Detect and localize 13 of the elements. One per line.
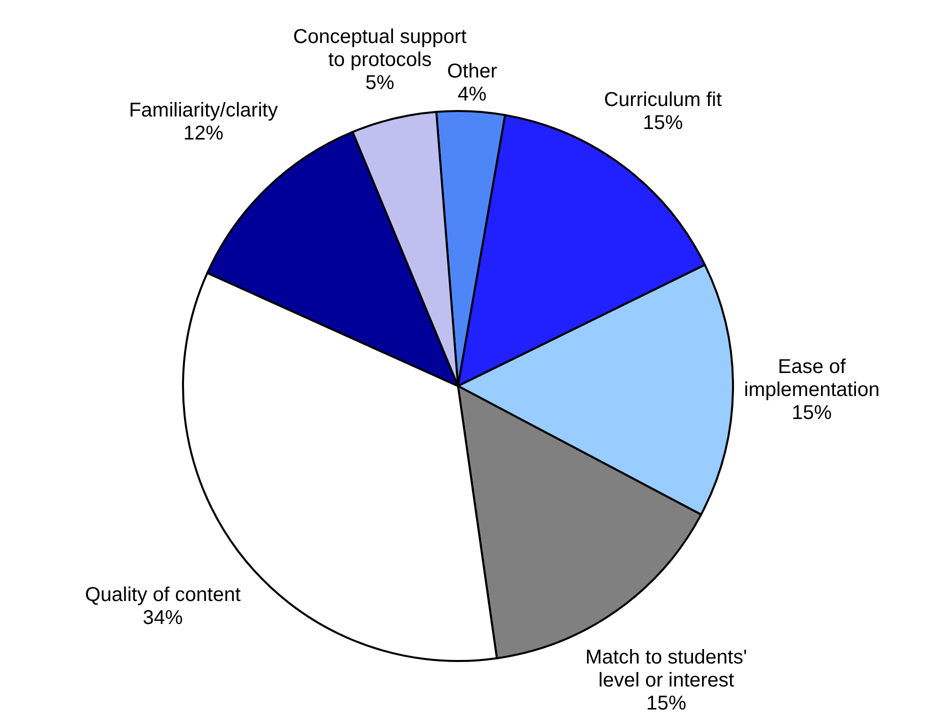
slice-label: Ease of implementation xyxy=(744,356,880,401)
data-label: 4% xyxy=(458,83,487,106)
data-label: 15% xyxy=(646,692,686,714)
data-label: 15% xyxy=(642,112,684,134)
data-label: 15% xyxy=(792,402,832,424)
slice-label: Other xyxy=(447,60,498,82)
slice-label: Match to students' level or interest xyxy=(585,646,748,692)
slice-label: Curriculum fit xyxy=(604,88,722,111)
data-label: 34% xyxy=(142,606,184,629)
slice-label: Quality of content xyxy=(84,584,242,606)
data-label: 5% xyxy=(365,72,395,94)
data-label: 12% xyxy=(183,122,224,145)
slice-label: Familiarity/clarity xyxy=(128,100,278,122)
